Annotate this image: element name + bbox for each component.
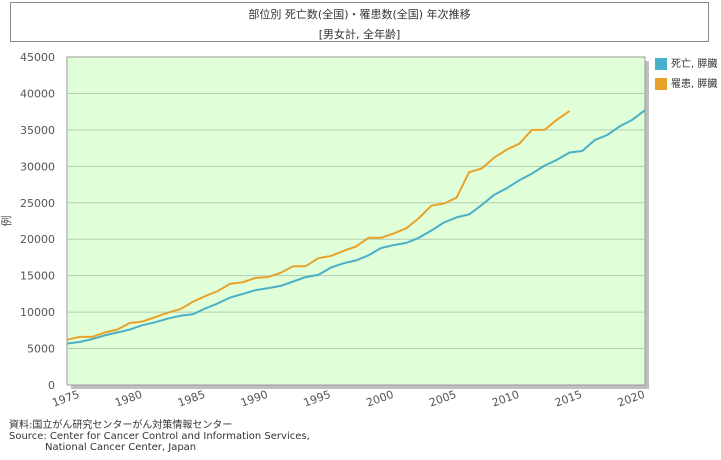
legend-label-1: 死亡, 膵臓 xyxy=(671,57,717,70)
y-axis-label: 例 xyxy=(0,216,13,227)
y-tick-label: 20000 xyxy=(20,233,55,246)
y-tick-label: 25000 xyxy=(20,197,55,210)
y-tick-label: 30000 xyxy=(20,160,55,173)
source-line-2: Source: Center for Cancer Control and In… xyxy=(9,431,310,442)
legend-swatch-2 xyxy=(655,78,667,90)
source-line-1: 資料:国立がん研究センターがん対策情報センター xyxy=(9,420,233,431)
y-tick-label: 35000 xyxy=(20,124,55,137)
source-line-3: National Cancer Center, Japan xyxy=(45,442,197,453)
series-line-2 xyxy=(66,110,571,341)
x-tick-label: 2000 xyxy=(365,388,396,410)
y-tick-label: 5000 xyxy=(27,343,55,356)
chart-subtitle: [男女計, 全年齢] xyxy=(318,28,401,41)
gridlines xyxy=(67,92,645,350)
y-tick-label: 10000 xyxy=(20,306,55,319)
x-tick-label: 1980 xyxy=(113,388,144,410)
y-tick-label: 15000 xyxy=(20,270,55,283)
series-lines xyxy=(66,109,646,345)
chart-title-box: 部位別 死亡数(全国)・罹患数(全国) 年次推移 [男女計, 全年齢] xyxy=(10,2,709,42)
y-tick-label: 40000 xyxy=(20,87,55,100)
x-tick-label: 1990 xyxy=(239,388,270,410)
chart-title: 部位別 死亡数(全国)・罹患数(全国) 年次推移 xyxy=(248,8,471,21)
source-note: 資料:国立がん研究センターがん対策情報センター Source: Center f… xyxy=(9,420,310,453)
x-tick-label: 2010 xyxy=(490,388,521,410)
y-tick-label: 0 xyxy=(48,379,55,392)
x-tick-label: 2015 xyxy=(553,388,584,410)
x-axis-ticks: 1975 1980 1985 1990 1995 2000 2005 2010 2015 2020 xyxy=(50,388,646,410)
x-tick-label: 2005 xyxy=(427,388,458,410)
plot-area xyxy=(66,56,646,386)
x-tick-label: 1975 xyxy=(50,388,81,410)
y-tick-label: 45000 xyxy=(20,51,55,64)
legend-swatch-1 xyxy=(655,58,667,70)
x-tick-label: 2020 xyxy=(616,388,647,410)
x-tick-label: 1985 xyxy=(176,388,207,410)
series-line-1 xyxy=(66,109,646,345)
legend-label-2: 罹患, 膵臓 xyxy=(671,78,717,90)
y-axis-ticks: 0 5000 10000 15000 20000 25000 30000 35000 40000… xyxy=(20,51,55,392)
x-tick-label: 1995 xyxy=(302,388,333,410)
